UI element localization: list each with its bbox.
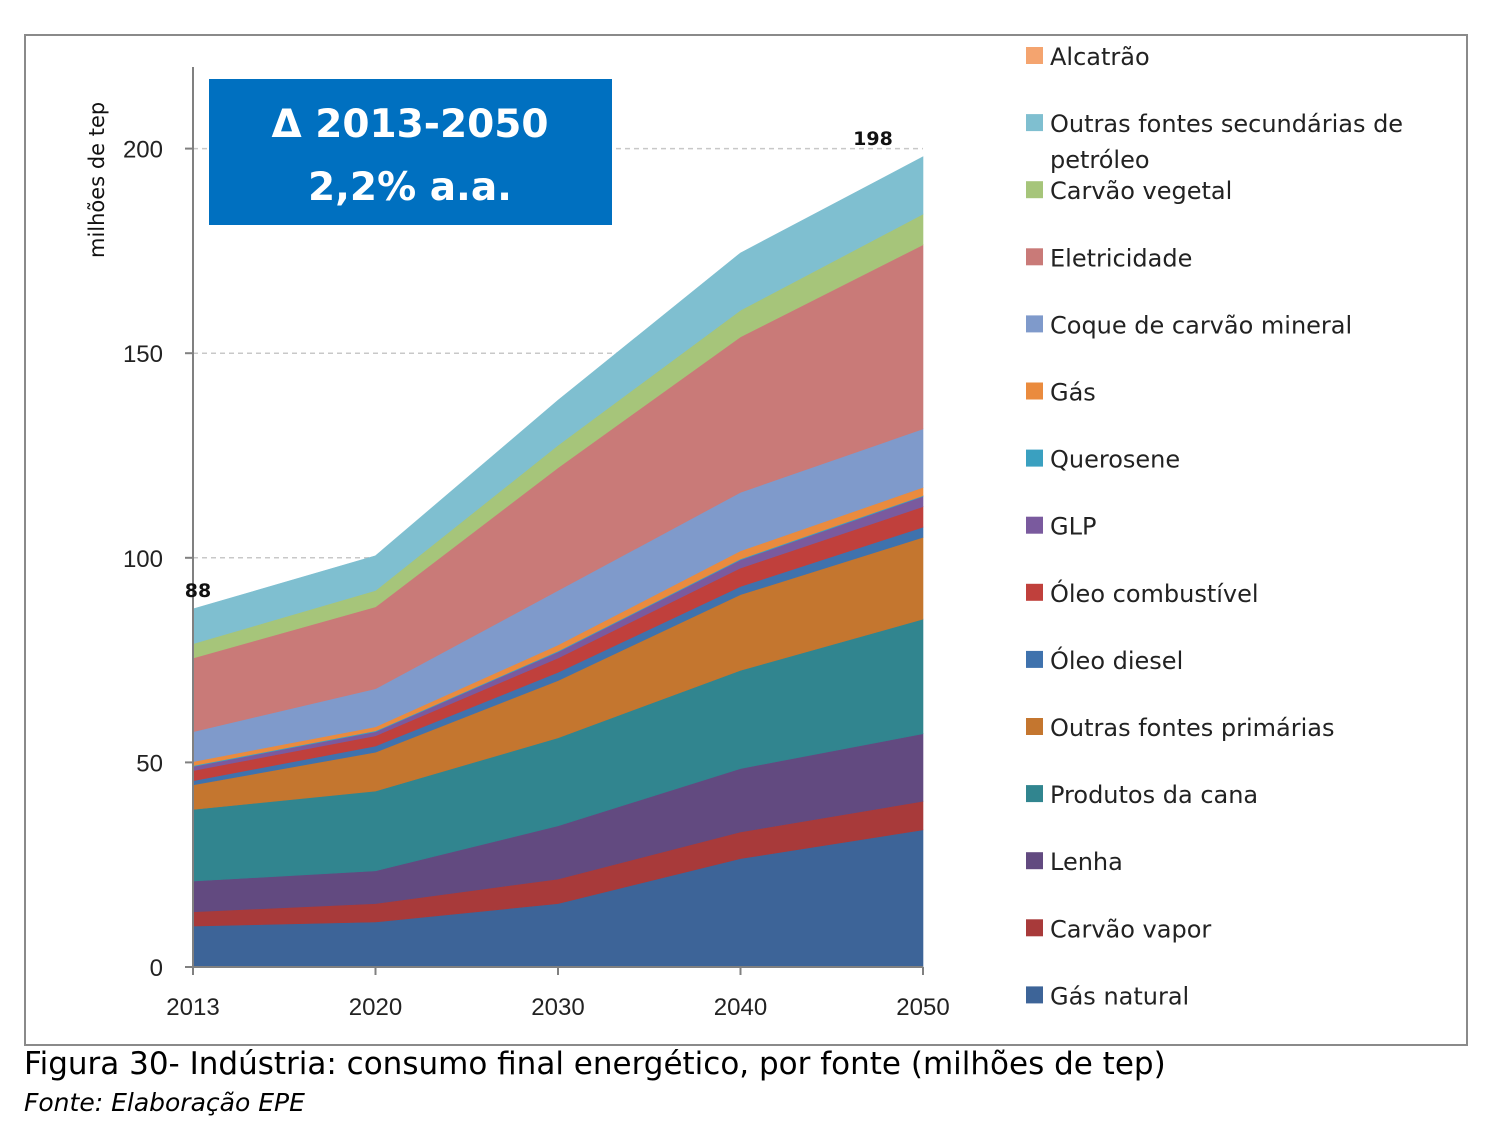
legend-label-produtos-da-cana: Produtos da cana (1050, 781, 1258, 809)
figure-caption: Figura 30- Indústria: consumo final ener… (24, 1046, 1166, 1082)
area-outras-fontes-secundarias-de-petroleo (192, 156, 924, 645)
axes: 0 50 100 150 200 2013 2020 2030 2040 2050 (123, 67, 950, 1021)
legend-label-eletricidade: Eletricidade (1050, 244, 1192, 272)
figure-source: Fonte: Elaboração EPE (24, 1088, 305, 1117)
legend-label-querosene: Querosene (1050, 446, 1180, 474)
legend-swatch-outras-fontes-primarias (1026, 718, 1043, 735)
legend-label-oleo-diesel: Óleo diesel (1050, 645, 1183, 675)
legend-item-oleo-diesel: Óleo diesel (1026, 645, 1183, 675)
x-tick-label-2030: 2030 (531, 994, 584, 1021)
legend-label-alcatrao: Alcatrão (1050, 43, 1150, 71)
annotation-line-1: Δ 2013-2050 (271, 102, 548, 147)
y-tick-label-0: 0 (150, 955, 163, 982)
legend-item-carvao-vapor: Carvão vapor (1026, 915, 1211, 943)
x-tick-label-2050: 2050 (896, 994, 949, 1021)
legend-label-gas-natural: Gás natural (1050, 982, 1189, 1010)
legend-item-glp: GLP (1026, 513, 1096, 541)
legend-item-outras-fontes-primarias: Outras fontes primárias (1026, 714, 1334, 742)
legend-item-gas-natural: Gás natural (1026, 982, 1189, 1010)
x-tick-label-2040: 2040 (714, 994, 767, 1021)
y-tick-label-150: 150 (123, 341, 163, 368)
legend-item-coque-de-carvao-mineral: Coque de carvão mineral (1026, 311, 1352, 339)
legend-label-carvao-vapor: Carvão vapor (1050, 915, 1211, 943)
legend-swatch-outras-fontes-secundarias-de-petroleo (1026, 114, 1043, 132)
legend-item-carvao-vegetal: Carvão vegetal (1026, 177, 1232, 205)
legend-label-gas: Gás (1050, 379, 1096, 407)
legend-item-gas: Gás (1026, 379, 1096, 407)
legend-swatch-glp (1026, 516, 1043, 534)
legend-label-glp: GLP (1050, 513, 1096, 541)
legend-swatch-eletricidade (1026, 248, 1043, 266)
data-labels: 88 198 (185, 128, 893, 602)
annotation-box: Δ 2013-2050 2,2% a.a. (209, 79, 612, 225)
legend-swatch-produtos-da-cana (1026, 785, 1043, 803)
legend-swatch-gas (1026, 382, 1043, 400)
legend-item-alcatrao: Alcatrão (1026, 43, 1150, 71)
legend-item-lenha: Lenha (1026, 848, 1123, 876)
y-tick-label-100: 100 (123, 546, 163, 573)
legend-item-eletricidade: Eletricidade (1026, 244, 1192, 272)
legend-item-querosene: Querosene (1026, 446, 1180, 474)
chart-frame (24, 34, 1468, 1046)
legend-label-coque-de-carvao-mineral: Coque de carvão mineral (1050, 311, 1352, 339)
legend-label-lenha: Lenha (1050, 848, 1123, 876)
legend-swatch-carvao-vapor (1026, 919, 1043, 937)
legend-swatch-querosene (1026, 449, 1043, 467)
legend-label-carvao-vegetal: Carvão vegetal (1050, 177, 1232, 205)
legend-swatch-lenha (1026, 852, 1043, 870)
legend-swatch-carvao-vegetal (1026, 181, 1043, 199)
legend-label-oleo-combustivel: Óleo combustível (1050, 578, 1259, 608)
y-tick-label-200: 200 (123, 137, 163, 164)
annotation-box-background (209, 79, 612, 225)
x-tick-label-2020: 2020 (349, 994, 402, 1021)
legend-item-oleo-combustivel: Óleo combustível (1026, 578, 1259, 608)
legend-item-outras-fontes-secundarias-de-petroleo: Outras fontes secundárias de petróleo (1026, 110, 1403, 174)
y-tick-label-50: 50 (136, 750, 163, 777)
legend-swatch-gas-natural (1026, 986, 1043, 1004)
y-axis-label: milhões de tep (85, 102, 109, 258)
data-label-2050: 198 (853, 128, 893, 150)
legend-item-produtos-da-cana: Produtos da cana (1026, 781, 1258, 809)
legend-label-outras-fontes-secundarias-de-petroleo: Outras fontes secundárias de petróleo (1050, 110, 1403, 174)
legend-swatch-oleo-diesel (1026, 650, 1043, 668)
legend: Alcatrão Outras fontes secundárias de petr… (1026, 43, 1403, 1010)
legend-swatch-alcatrao (1026, 47, 1043, 64)
annotation-line-2: 2,2% a.a. (308, 165, 512, 210)
legend-swatch-coque-de-carvao-mineral (1026, 315, 1043, 333)
legend-label-outras-fontes-primarias: Outras fontes primárias (1050, 714, 1334, 742)
x-tick-label-2013: 2013 (166, 994, 219, 1021)
stacked-areas (192, 156, 924, 968)
data-label-2013: 88 (185, 580, 211, 602)
legend-swatch-oleo-combustivel (1026, 583, 1043, 601)
